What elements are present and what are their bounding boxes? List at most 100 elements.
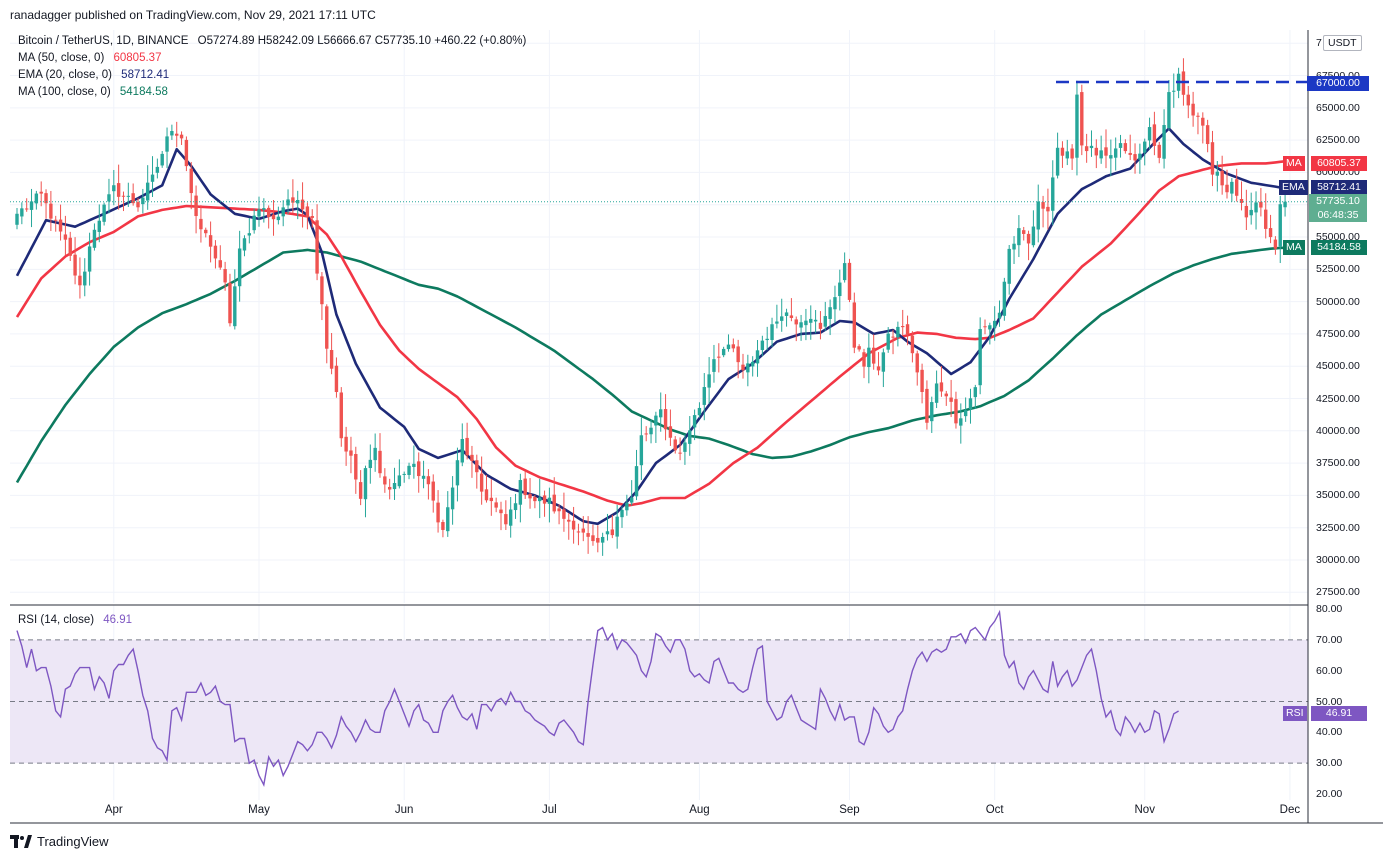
candle-body [339,392,343,439]
candle [494,497,498,513]
candle [644,426,648,442]
candle-body [1162,125,1166,159]
candle-body [886,333,890,350]
candle [571,506,576,544]
candle [629,480,634,506]
candle [562,492,566,532]
candle [1249,192,1253,225]
ema-price-tag: 58712.41 [1311,180,1367,195]
candle [1084,133,1089,163]
candle-body [63,234,68,240]
candle [712,344,716,383]
candle-body [155,166,160,173]
candle-body [29,201,34,210]
candle-body [659,409,663,418]
price-tick-label: 40000.00 [1316,424,1360,437]
candle-body [358,482,363,499]
price-tick-label: 42500.00 [1316,392,1360,405]
candle [247,218,252,244]
currency-badge[interactable]: USDT [1323,35,1362,51]
candle-body [654,415,658,426]
candle [228,273,232,327]
legend-ema20[interactable]: EMA (20, close, 0) 58712.41 [18,69,169,81]
candle-body [755,350,760,364]
price-tick-label: 47500.00 [1316,327,1360,340]
candle-body [523,478,527,496]
candle-body [436,502,440,523]
candle-body [247,233,252,236]
candle [818,311,823,340]
candle-body [915,353,919,373]
rsi-price-tag: 46.91 [1311,706,1367,721]
candle [881,348,886,388]
candle [271,199,276,236]
legend-rsi[interactable]: RSI (14, close) 46.91 [18,614,132,626]
candle-body [484,489,489,501]
candle-body [997,312,1002,319]
candle-body [1138,153,1142,160]
candle-body [1205,125,1210,145]
rsi-label: RSI (14, close) [18,614,95,626]
candle-body [731,344,736,349]
candle [731,338,736,353]
candle-body [644,433,648,435]
candle [605,513,610,541]
candle-body [286,199,290,206]
candle [1210,130,1215,187]
candle [34,190,39,210]
candle-body [1186,94,1190,106]
symbol-title: Bitcoin / TetherUS, 1D, BINANCE [18,35,189,47]
candle [939,366,944,397]
candle [567,512,571,540]
rsi-tick-label: 50.00 [1316,695,1343,708]
candle [296,190,300,220]
candle-body [179,134,184,139]
ma50-tag-name: MA [1283,156,1305,171]
candle-body [823,316,827,327]
candle-body [649,427,653,435]
candle [600,532,605,556]
candle-body [1143,141,1147,153]
candle [823,301,827,331]
candle [852,292,857,354]
candle-body [1210,142,1215,175]
candle-body [344,436,348,452]
tradingview-brand[interactable]: TradingView [10,834,109,849]
candle-body [78,275,82,286]
legend-ma50[interactable]: MA (50, close, 0) 60805.37 [18,52,161,64]
candle-body [968,398,973,410]
candle [286,189,290,215]
candle [552,477,556,514]
candle [325,304,329,364]
candle [1191,91,1195,127]
candle [266,205,271,229]
candle [959,403,963,444]
candle-body [818,322,823,329]
candle-body [1036,201,1040,230]
legend-ma100[interactable]: MA (100, close, 0) 54184.58 [18,86,168,98]
candle [504,500,508,531]
candle [1089,130,1094,157]
candle [58,204,63,241]
price-tick-label: 35000.00 [1316,489,1360,502]
candle [1123,139,1128,154]
ma50-label: MA (50, close, 0) [18,52,105,64]
candle [1065,139,1069,166]
candle [610,514,615,539]
candle [39,181,43,207]
candle-body [1239,199,1244,203]
candle [692,409,697,441]
candle [780,298,784,332]
candle-body [412,463,416,467]
candle [944,390,948,406]
candle-body [721,348,726,356]
candle [581,516,585,542]
candle [344,426,348,466]
candle-body [1147,127,1152,141]
candle-body [92,229,97,248]
candle-body [1075,94,1079,158]
candle-body [1041,202,1045,209]
candle [1138,143,1142,174]
candle [83,258,87,297]
